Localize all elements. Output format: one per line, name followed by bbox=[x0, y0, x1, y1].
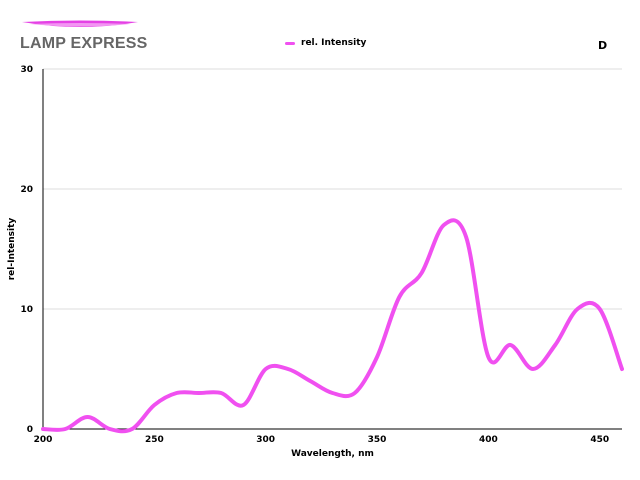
y-axis-title: rel-Intensity bbox=[7, 218, 17, 281]
legend-label: rel. Intensity bbox=[301, 38, 367, 48]
x-tick-label-450: 450 bbox=[590, 435, 609, 445]
y-tick-label-10: 10 bbox=[20, 305, 33, 315]
x-tick-label-300: 300 bbox=[256, 435, 275, 445]
y-tick-label-0: 0 bbox=[27, 425, 33, 435]
series-line-0 bbox=[41, 218, 624, 434]
x-tick-label-250: 250 bbox=[145, 435, 164, 445]
x-tick-label-400: 400 bbox=[479, 435, 498, 445]
brand-name: LAMP EXPRESS bbox=[20, 35, 148, 52]
y-tick-label-30: 30 bbox=[20, 65, 33, 75]
y-tick-label-20: 20 bbox=[20, 185, 33, 195]
chart-legend: rel. Intensity bbox=[285, 38, 366, 48]
swoosh-logo-icon bbox=[22, 20, 138, 27]
x-tick-label-200: 200 bbox=[34, 435, 53, 445]
x-tick-label-350: 350 bbox=[368, 435, 387, 445]
corner-letter: D bbox=[598, 39, 608, 52]
legend-swatch bbox=[285, 41, 295, 45]
x-axis-title: Wavelength, nm bbox=[291, 449, 374, 459]
